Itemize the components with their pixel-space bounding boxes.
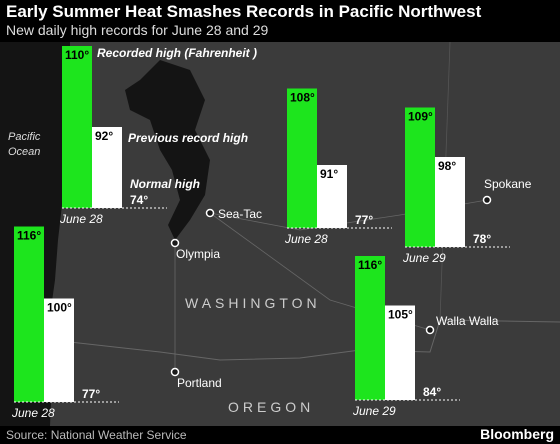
- recorded-high-bar: [405, 107, 435, 247]
- city-label: Portland: [177, 376, 222, 390]
- date-label: June 28: [284, 232, 328, 246]
- ocean-label: Ocean: [8, 146, 40, 158]
- value-label: 109°: [408, 110, 433, 124]
- value-label: 105°: [388, 308, 413, 322]
- value-label: 110°: [65, 48, 89, 62]
- recorded-high-bar: [62, 46, 92, 208]
- subtitle: New daily high records for June 28 and 2…: [6, 22, 268, 38]
- previous-record-bar: [44, 298, 74, 402]
- date-label: June 29: [352, 404, 396, 418]
- normal-label: 74°: [130, 193, 148, 207]
- state-label: WASHINGTON: [185, 295, 321, 311]
- date-label: June 28: [11, 406, 55, 420]
- legend-recorded: Recorded high (Fahrenheit ): [97, 46, 257, 60]
- value-label: 100°: [47, 301, 72, 315]
- city-label: Olympia: [176, 247, 220, 261]
- city-dot: [205, 208, 215, 218]
- recorded-high-bar: [287, 88, 317, 228]
- ocean-label: Pacific: [8, 131, 41, 143]
- normal-label: 84°: [423, 385, 441, 399]
- legend-previous: Previous record high: [128, 131, 248, 145]
- city-dot: [170, 238, 180, 248]
- state-label: OREGON: [228, 399, 314, 415]
- value-label: 116°: [17, 229, 41, 243]
- value-label: 108°: [290, 91, 315, 105]
- city-label: Walla Walla: [436, 314, 499, 328]
- state-border: [51, 319, 560, 361]
- title: Early Summer Heat Smashes Records in Pac…: [6, 2, 482, 21]
- puget-sound: [125, 60, 210, 240]
- previous-record-bar: [92, 127, 122, 208]
- city-dot: [425, 325, 435, 335]
- city-label: Sea-Tac: [218, 207, 262, 221]
- city-dot: [482, 195, 492, 205]
- logo: Bloomberg: [480, 426, 554, 442]
- value-label: 98°: [438, 159, 456, 173]
- value-label: 116°: [358, 258, 382, 272]
- source: Source: National Weather Service: [6, 428, 187, 442]
- previous-record-bar: [435, 157, 465, 247]
- previous-record-bar: [385, 305, 415, 400]
- value-label: 92°: [95, 129, 113, 143]
- date-label: June 29: [402, 251, 446, 265]
- city-label: Spokane: [484, 177, 532, 191]
- date-label: June 28: [59, 212, 103, 226]
- previous-record-bar: [317, 165, 347, 228]
- normal-label: 78°: [473, 232, 491, 246]
- normal-label: 77°: [82, 387, 100, 401]
- city-dot: [170, 367, 180, 377]
- value-label: 91°: [320, 167, 338, 181]
- normal-label: 77°: [355, 213, 373, 227]
- recorded-high-bar: [355, 256, 385, 400]
- recorded-high-bar: [14, 226, 44, 402]
- legend-normal: Normal high: [130, 177, 200, 191]
